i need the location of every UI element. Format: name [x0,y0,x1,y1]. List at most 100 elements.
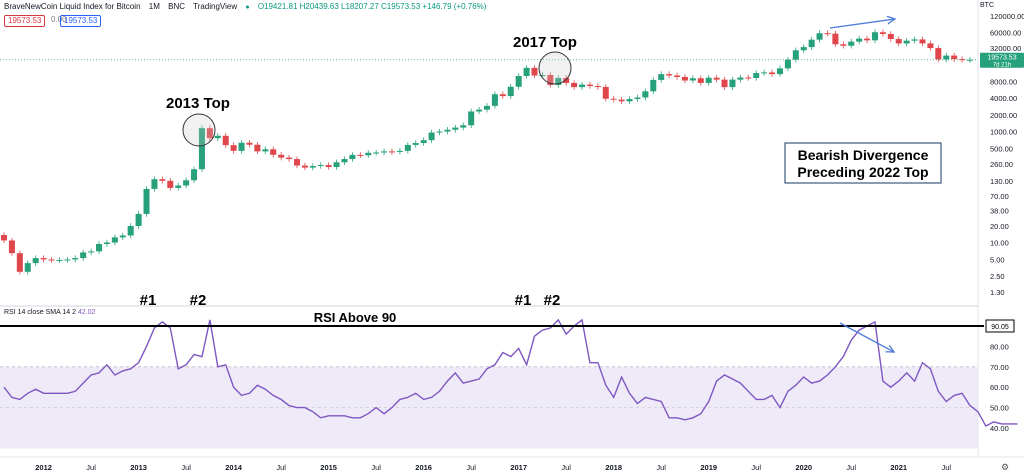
candle-body [959,59,966,61]
rsi-axis-tick: 70.00 [990,363,1009,372]
divergence-label-line1: Bearish Divergence [798,147,929,163]
candle-body [563,78,570,83]
rsi-axis-tick: 50.00 [990,404,1009,413]
interval-label[interactable]: 1M [148,2,160,11]
candle-body [468,111,475,126]
candle-body [721,79,728,88]
candle-body [175,185,182,188]
time-axis-tick: 2019 [700,463,717,472]
candle-body [674,75,681,77]
candle-body [610,98,617,100]
candle-body [784,59,791,69]
top-2017-label: 2017 Top [513,34,577,51]
candle-body [523,67,530,76]
candle-body [808,39,815,48]
candle-body [753,73,760,79]
candle-body [689,78,696,81]
candle-body [476,109,483,112]
candle-body [214,135,221,139]
candle-body [151,179,158,189]
candle-body [191,169,198,181]
candle-body [650,79,657,92]
candle-body [919,39,926,44]
time-axis-tick: Jul [371,463,381,472]
time-axis-tick: Jul [561,463,571,472]
peak-mark: #1 [515,292,532,309]
candle-body [903,40,910,44]
candle-body [792,50,799,60]
candle-body [341,159,348,163]
candle-body [373,152,380,154]
candle-body [507,86,514,97]
price-axis-tick: 2000.00 [990,111,1017,120]
rsi-label[interactable]: RSI 14 close SMA 14 2 [4,309,76,316]
symbol-title[interactable]: BraveNewCoin Liquid Index for Bitcoin [4,2,141,11]
candle-body [943,55,950,60]
price-axis-tick: 120000.00 [990,12,1024,21]
price-axis-tick: 2.50 [990,272,1005,281]
price-axis-tick: 8000.00 [990,77,1017,86]
candle-body [634,97,641,100]
candle-body [349,154,356,160]
candle-body [935,48,942,60]
candle-body [911,39,918,41]
candle-body [286,157,293,160]
currency-unit[interactable]: BTC [980,2,994,9]
candle-body [32,258,39,264]
buy-price-box[interactable]: 19573.53 [60,15,102,27]
time-axis-tick: Jul [846,463,856,472]
candle-body [769,72,776,75]
candle-body [571,82,578,88]
divergence-box [784,142,942,184]
candle-body [80,252,87,259]
candle-body [96,243,103,252]
candle-body [483,105,491,110]
candle-body [729,79,736,88]
market-status-icon: ● [245,4,250,11]
candle-body [586,84,593,87]
time-axis-tick: 2020 [795,463,812,472]
sell-price-box[interactable]: 19573.53 [4,15,46,27]
candle-body [412,143,419,145]
rsi-line [3,318,1018,427]
candle-body [103,242,110,244]
candle-body [879,32,886,34]
price-axis-tick: 1.30 [990,288,1005,297]
peak-mark: #1 [140,292,157,309]
candle-body [800,47,807,51]
candle-body [579,84,586,88]
candle-body [927,43,934,49]
candle-body [127,226,134,236]
candle-body [56,259,63,261]
last-price-label: 19573.53 [987,54,1016,61]
candle-body [531,67,538,76]
price-axis-tick: 260.00 [990,160,1013,169]
candle-body [381,151,388,153]
candle-body [0,235,8,241]
peak-mark: #2 [544,292,561,309]
candle-body [222,135,229,146]
price-axis-tick: 500.00 [990,144,1013,153]
time-axis-tick: 2021 [890,463,907,472]
candle-body [816,33,823,40]
rsi-threshold-label: 90.05 [991,324,1009,331]
top-2013-circle [182,113,216,147]
time-axis-tick: 2015 [320,463,337,472]
candle-body [681,76,688,81]
candle-body [88,251,95,253]
candle-body [666,74,673,76]
candle-body [254,144,261,152]
candle-body [167,180,174,188]
candle-body [840,44,847,46]
candle-body [642,91,649,98]
rsi-current-value: 42.02 [77,309,96,316]
candle-body [135,213,142,227]
candle-body [333,162,340,168]
candle-body [539,75,546,77]
price-axis-tick: 4000.00 [990,94,1017,103]
candle-body [143,188,150,214]
candle-body [832,33,839,45]
top-2013-label: 2013 Top [166,95,230,112]
candle-body [24,263,31,272]
